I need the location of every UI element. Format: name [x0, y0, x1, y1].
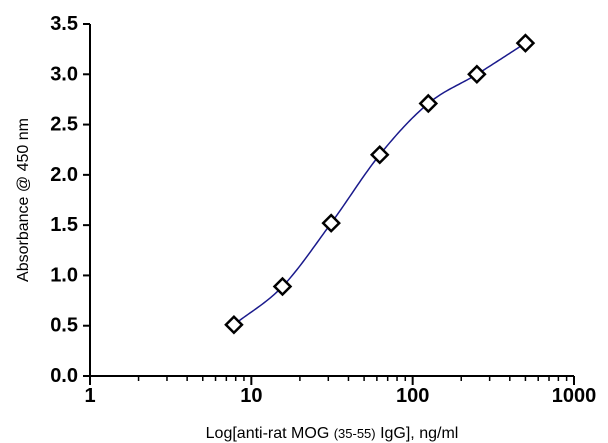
y-tick-label: 2.5	[50, 114, 78, 136]
y-tick-label: 3.5	[50, 13, 78, 35]
x-axis-title: Log[anti-rat MOG (35-55) IgG], ng/ml	[206, 425, 459, 442]
data-point	[418, 93, 439, 114]
x-axis-title-suffix: IgG], ng/ml	[376, 425, 459, 442]
tick-labels: 0.0 0.5 1.0 1.5 2.0 2.5 3.0 3.5 1 10 100 1000	[50, 13, 596, 407]
x-tick-label: 1000	[552, 385, 597, 407]
data-point	[224, 314, 244, 335]
data-points	[224, 33, 536, 335]
y-tick-label: 1.0	[50, 264, 78, 286]
data-point	[467, 64, 487, 85]
data-point	[515, 33, 536, 53]
y-tick-label: 2.0	[50, 164, 78, 186]
data-point	[272, 276, 293, 297]
y-tick-label: 1.5	[50, 214, 78, 236]
x-axis-title-subscript: (35-55)	[334, 426, 376, 441]
y-tick-label: 0.5	[50, 315, 78, 337]
y-tick-label: 0.0	[50, 365, 78, 387]
y-tick-label: 3.0	[50, 63, 78, 85]
data-point	[321, 213, 341, 233]
x-tick-label: 10	[240, 385, 262, 407]
data-point	[369, 144, 390, 165]
x-axis-title-prefix: Log[anti-rat MOG	[206, 425, 334, 442]
x-tick-label: 100	[396, 385, 429, 407]
axes	[83, 23, 575, 385]
y-axis-title: Absorbance @ 450 nm	[15, 118, 32, 282]
x-tick-label: 1	[84, 385, 95, 407]
